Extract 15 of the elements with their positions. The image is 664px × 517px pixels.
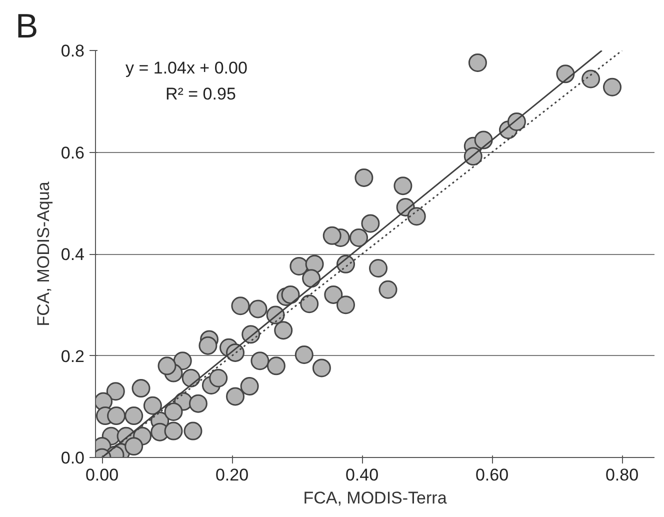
- y-tick-label: 0.2: [60, 346, 85, 366]
- annotation: R² = 0.95: [166, 84, 236, 104]
- x-tick-label: 0.20: [215, 466, 249, 484]
- y-axis-title: FCA, MODIS-Aqua: [34, 181, 53, 326]
- annotation: y = 1.04x + 0.00: [126, 58, 248, 78]
- y-tick-label: 0.4: [60, 245, 85, 264]
- y-tick-label: 0.6: [60, 143, 85, 162]
- x-tick-label: 0.80: [605, 466, 639, 484]
- x-tick-label: 0.60: [475, 466, 509, 484]
- x-axis-title: FCA, MODIS-Terra: [303, 488, 448, 508]
- y-tick-label: 0.0: [60, 448, 85, 468]
- y-tick-label: 0.8: [60, 42, 85, 60]
- x-tick-label: 0.40: [345, 466, 379, 484]
- text: B: [16, 8, 38, 46]
- x-tick-label: 0.00: [85, 466, 119, 484]
